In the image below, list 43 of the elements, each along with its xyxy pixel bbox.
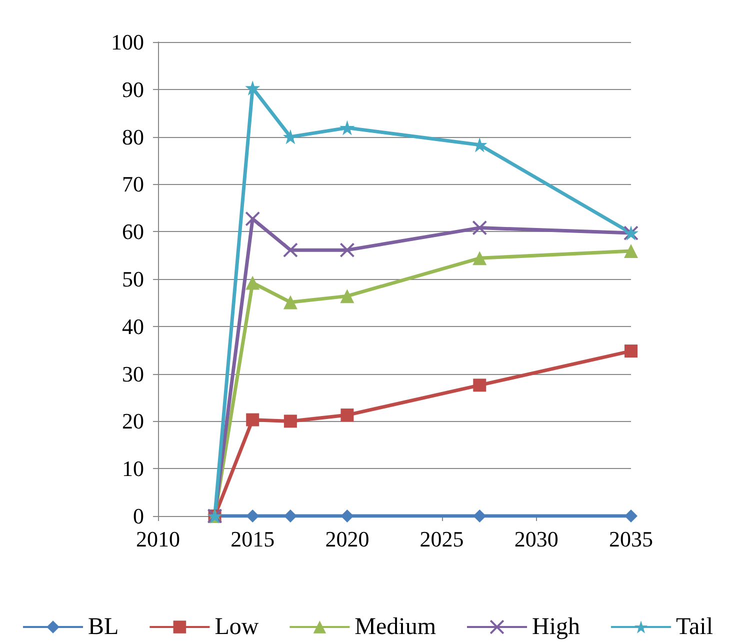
point bbox=[284, 510, 297, 522]
point bbox=[340, 408, 354, 422]
y-tick-label: 0 bbox=[133, 504, 144, 528]
point bbox=[473, 510, 486, 522]
y-tick-label: 30 bbox=[122, 361, 144, 386]
y-tick-label: 70 bbox=[122, 172, 144, 197]
y-tick-label: 10 bbox=[122, 456, 144, 482]
legend-label: Low bbox=[214, 614, 260, 640]
point bbox=[624, 344, 638, 358]
y-tick-label: 80 bbox=[122, 124, 144, 150]
x-tick-label: 2035 bbox=[609, 526, 653, 552]
legend-label: Tail bbox=[676, 614, 714, 640]
y-tick-label: 20 bbox=[122, 408, 144, 434]
legend-label: Medium bbox=[354, 614, 436, 640]
legend-label: BL bbox=[88, 614, 119, 640]
point bbox=[340, 289, 354, 304]
point bbox=[472, 220, 488, 236]
point bbox=[246, 510, 260, 522]
x-tick-label: 2025 bbox=[420, 526, 464, 552]
point bbox=[340, 242, 355, 258]
point bbox=[473, 378, 486, 392]
point bbox=[624, 510, 638, 522]
point bbox=[624, 244, 638, 258]
point bbox=[246, 276, 260, 290]
point bbox=[246, 413, 260, 426]
x-tick-label: 2010 bbox=[136, 526, 180, 552]
y-tick-label: 60 bbox=[122, 219, 144, 244]
x-tick-label: 2015 bbox=[230, 526, 275, 552]
y-tick-label: 50 bbox=[122, 266, 144, 292]
point bbox=[284, 414, 297, 428]
y-tick-label: 40 bbox=[122, 314, 144, 339]
point bbox=[340, 510, 354, 522]
point bbox=[340, 120, 355, 136]
point bbox=[472, 251, 487, 266]
point bbox=[282, 242, 298, 258]
point bbox=[245, 80, 260, 96]
point bbox=[245, 211, 260, 226]
legend-label: High bbox=[532, 614, 580, 640]
x-tick-label: 2020 bbox=[325, 526, 370, 552]
y-tick-label: 100 bbox=[111, 30, 144, 54]
point bbox=[283, 295, 298, 310]
x-tick-label: 2030 bbox=[514, 526, 558, 552]
y-tick-label: 90 bbox=[122, 76, 144, 102]
